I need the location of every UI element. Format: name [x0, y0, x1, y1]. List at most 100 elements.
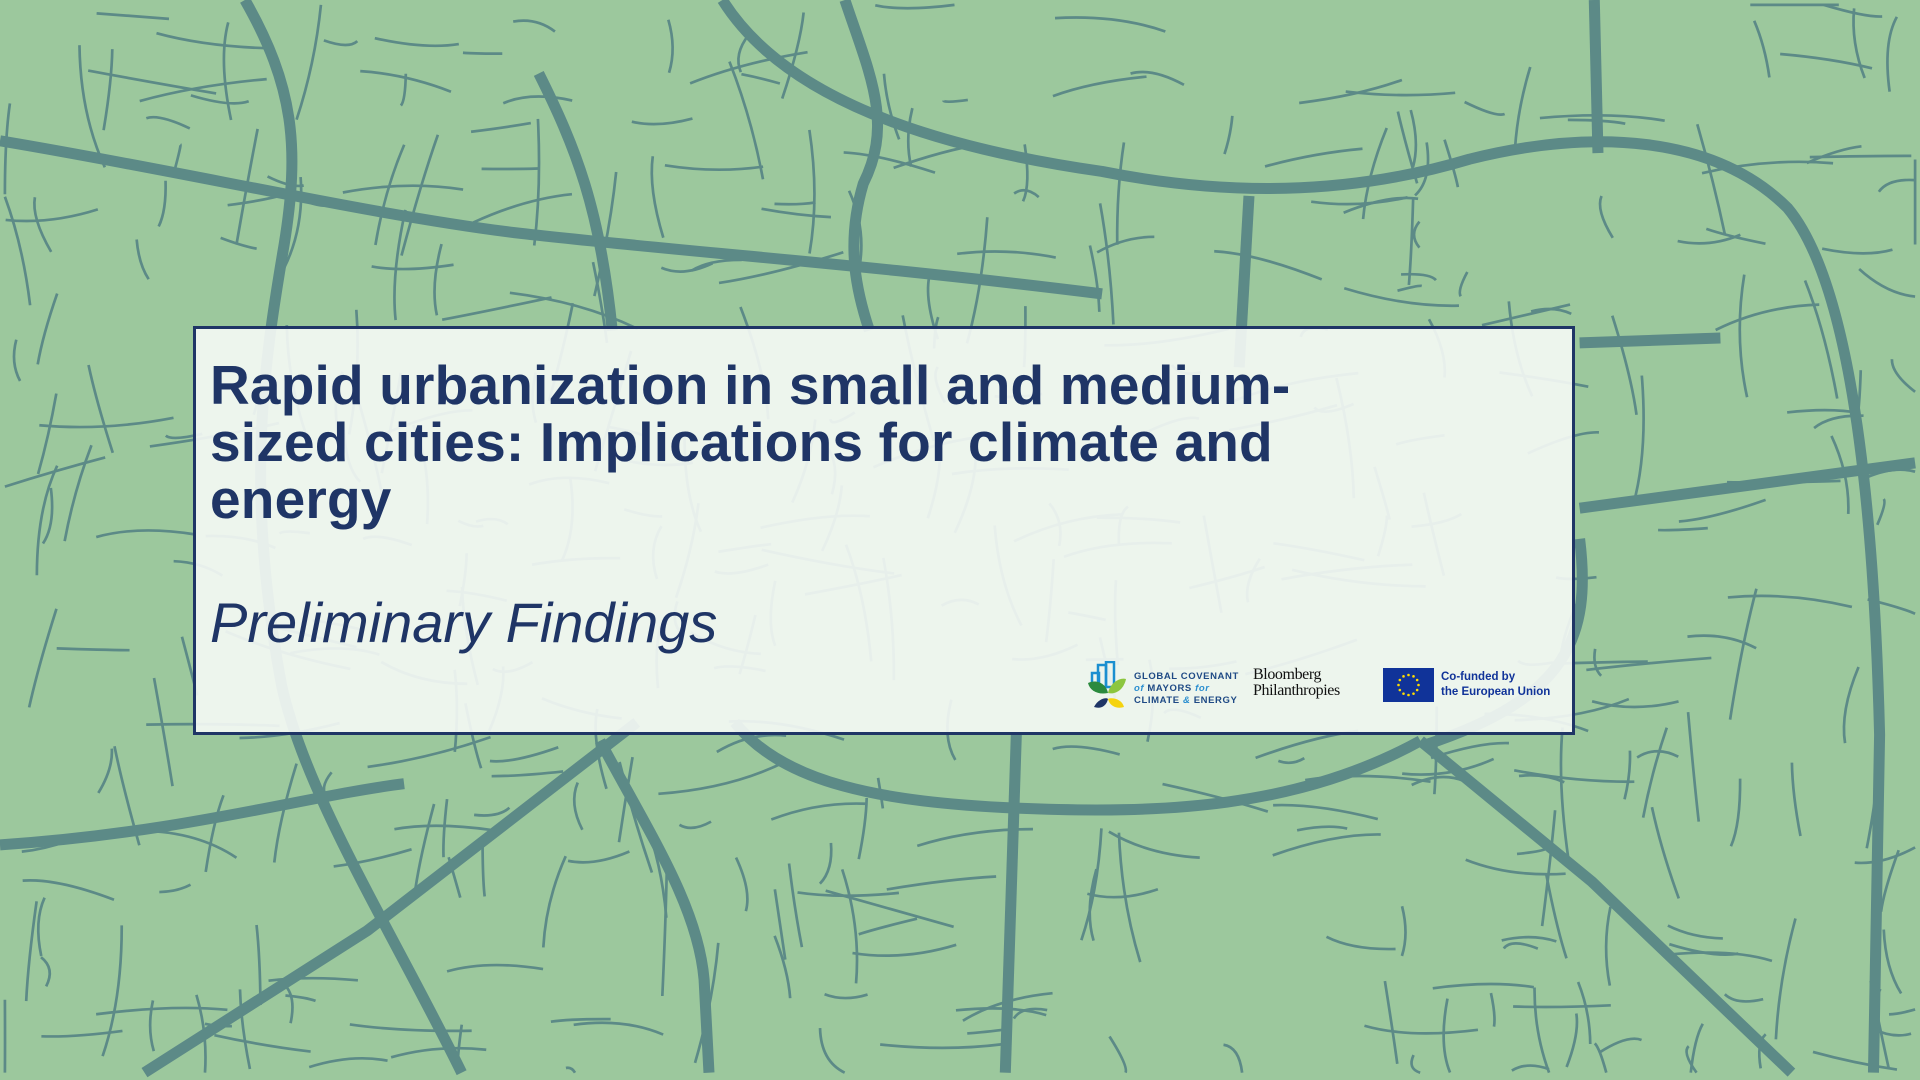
minor-street	[285, 994, 317, 1003]
minor-street	[761, 207, 832, 219]
minor-street	[886, 875, 997, 891]
eu-star	[1415, 678, 1419, 682]
minor-street	[1650, 806, 1681, 899]
minor-street	[774, 201, 816, 206]
minor-street	[1565, 1013, 1579, 1068]
minor-street	[1481, 303, 1571, 327]
minor-street	[333, 848, 412, 868]
minor-street	[135, 239, 150, 280]
gcom-word: &	[1182, 695, 1191, 706]
minor-street	[734, 856, 749, 912]
minor-street	[882, 73, 901, 140]
minor-street	[1687, 634, 1757, 650]
partner-logos: GLOBAL COVENANT of MAYORS for CLIMATE & …	[1086, 659, 1566, 719]
minor-street	[1162, 782, 1269, 813]
minor-street	[1273, 803, 1379, 821]
minor-street	[1442, 998, 1452, 1074]
minor-street	[214, 1033, 311, 1053]
slide-title: Rapid urbanization in small and medium- …	[210, 357, 1290, 528]
minor-street	[102, 49, 114, 131]
minor-street	[1443, 139, 1460, 188]
bloomberg-line: Philanthropies	[1253, 682, 1340, 699]
eu-star	[1412, 692, 1415, 695]
minor-street	[1559, 727, 1571, 862]
minor-street	[1096, 235, 1155, 254]
minor-street	[446, 963, 544, 973]
minor-street	[159, 883, 192, 894]
gcom-line: of MAYORS for	[1134, 683, 1239, 695]
minor-street	[22, 879, 115, 902]
minor-street	[1088, 868, 1098, 942]
gcom-emblem-icon	[1088, 661, 1126, 708]
minor-street	[97, 748, 114, 794]
minor-street	[1052, 75, 1147, 98]
minor-street	[1586, 656, 1712, 672]
minor-street	[1489, 992, 1496, 1027]
minor-street	[1397, 284, 1423, 292]
minor-street	[728, 61, 765, 180]
minor-street	[840, 868, 859, 984]
eu-star	[1398, 678, 1402, 682]
minor-street	[1858, 268, 1916, 298]
minor-street	[472, 192, 573, 224]
minor-street	[442, 798, 449, 858]
minor-street	[1432, 982, 1535, 990]
minor-street	[1780, 52, 1873, 70]
minor-street	[491, 770, 564, 778]
minor-street	[808, 129, 816, 254]
gcom-word: ENERGY	[1193, 695, 1238, 706]
minor-street	[1539, 113, 1665, 123]
minor-street	[1108, 1035, 1128, 1074]
minor-street	[1723, 993, 1764, 1003]
minor-street	[342, 184, 464, 194]
minor-street	[1021, 144, 1029, 202]
minor-street	[1464, 100, 1506, 116]
minor-street	[374, 144, 406, 246]
minor-street	[1728, 588, 1758, 720]
minor-street	[1686, 712, 1701, 822]
minor-street	[1080, 828, 1103, 941]
minor-street	[349, 1023, 472, 1033]
eu-star	[1412, 675, 1415, 678]
minor-street	[441, 296, 552, 322]
minor-street	[1790, 762, 1802, 837]
minor-street	[1540, 810, 1557, 927]
minor-street	[462, 51, 503, 55]
minor-street	[1852, 8, 1866, 79]
minor-street	[35, 465, 59, 576]
minor-street	[1410, 1054, 1421, 1074]
minor-street	[489, 746, 559, 763]
minor-street	[282, 982, 294, 1024]
minor-street	[1604, 906, 1612, 986]
minor-street	[1888, 1008, 1916, 1016]
eu-flag-icon	[1383, 668, 1434, 702]
major-road	[0, 135, 1103, 300]
minor-street	[1345, 90, 1456, 97]
minor-street	[470, 121, 532, 134]
minor-street	[1715, 303, 1820, 332]
minor-street	[1343, 286, 1460, 308]
minor-street	[1667, 924, 1723, 940]
minor-street	[857, 797, 869, 860]
minor-street	[157, 180, 167, 228]
eu-line: the European Union	[1441, 686, 1551, 698]
minor-street	[1117, 832, 1142, 963]
minor-street	[532, 118, 541, 246]
slide-subtitle: Preliminary Findings	[210, 591, 718, 654]
minor-street	[272, 763, 298, 863]
minor-street	[1325, 935, 1396, 951]
major-road	[0, 778, 405, 851]
minor-street	[1890, 359, 1916, 393]
minor-street	[1658, 526, 1708, 532]
minor-street	[689, 50, 808, 85]
minor-street	[1641, 727, 1669, 818]
minor-street	[942, 98, 969, 104]
minor-street	[1812, 1050, 1898, 1071]
eu-star	[1407, 673, 1410, 677]
minor-street	[572, 782, 584, 831]
minor-street	[473, 806, 511, 817]
minor-street	[481, 843, 486, 897]
minor-street	[24, 901, 38, 1002]
minor-street	[371, 263, 454, 271]
minor-street	[282, 176, 303, 270]
